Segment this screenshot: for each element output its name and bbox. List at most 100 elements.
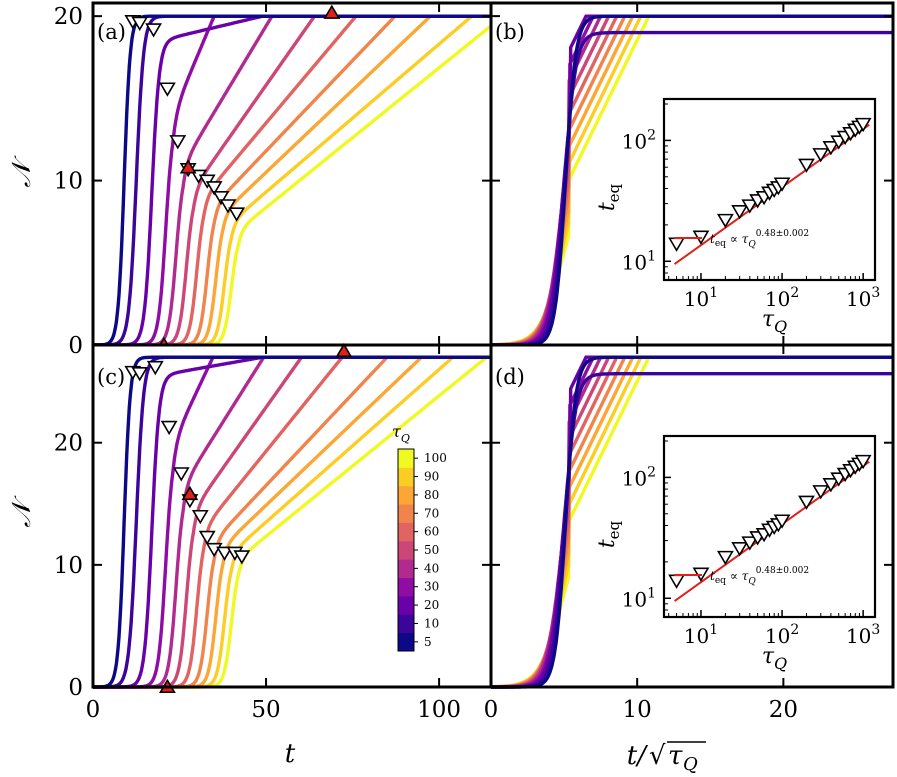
inset-xtick-label-1: 102 bbox=[765, 285, 799, 311]
panel-c-markers bbox=[124, 342, 353, 694]
inset-xlabel: τQ bbox=[762, 307, 787, 336]
marker-down-1 bbox=[131, 16, 149, 31]
curve-tau-5 bbox=[93, 14, 491, 347]
panel-b-curves bbox=[491, 14, 893, 347]
marker-down-8 bbox=[205, 181, 223, 196]
inset-point-13 bbox=[822, 478, 840, 493]
x-axis-label-right: t/ √ τ Q bbox=[627, 741, 706, 775]
inset-ylabel: teq bbox=[595, 520, 623, 548]
marker-down-11 bbox=[233, 550, 251, 565]
inset-xtick-label-2: 103 bbox=[846, 285, 880, 311]
colorbar-tick-label-0: 5 bbox=[424, 635, 432, 649]
marker-up-red-1 bbox=[179, 159, 197, 174]
inset-ytick-label-1: 102 bbox=[622, 127, 656, 153]
inset-point-13 bbox=[822, 141, 840, 156]
inset-legend-text: teq ∝ τQ0.48±0.002 bbox=[710, 229, 809, 250]
inset-xtick-label-1: 102 bbox=[765, 622, 799, 648]
ytick-label-0-2: 20 bbox=[54, 4, 83, 30]
inset-ytick-label-0: 101 bbox=[622, 585, 656, 611]
marker-down-3 bbox=[160, 420, 178, 436]
marker-up-red-0 bbox=[323, 4, 341, 19]
colorbar-segment-9 bbox=[398, 467, 414, 487]
ytick-label-1-2: 20 bbox=[54, 431, 83, 457]
xtick-label-right-2: 20 bbox=[769, 697, 798, 723]
panel-a-tag: (a) bbox=[97, 20, 126, 44]
colorbar-tick-label-2: 20 bbox=[424, 598, 439, 612]
colorbar: 5 10 20 30 40 50 60 70 80 90 100 τQ bbox=[392, 422, 447, 652]
colorbar-tick-label-9: 90 bbox=[424, 470, 439, 484]
inset-point-4 bbox=[741, 536, 759, 551]
colorbar-tick-label-6: 60 bbox=[424, 525, 439, 539]
y-axis-label-top: 𝒩 bbox=[7, 154, 37, 187]
colorbar-tick-label-1: 10 bbox=[424, 616, 439, 630]
marker-down-6 bbox=[191, 509, 209, 525]
panel-d-curves bbox=[491, 355, 893, 689]
xtick-label-right-0: 0 bbox=[484, 697, 499, 723]
colorbar-tick-label-7: 70 bbox=[424, 506, 439, 520]
xtick-label-left-2: 100 bbox=[417, 697, 461, 723]
marker-down-1 bbox=[131, 367, 149, 382]
ytick-label-1-1: 10 bbox=[54, 553, 83, 579]
xtick-label-left-0: 0 bbox=[86, 697, 101, 723]
colorbar-segment-5 bbox=[398, 540, 414, 560]
axes: 0 10 20 0 10 20 0 50 100 0 10 20 bbox=[54, 3, 893, 723]
inset-point-19 bbox=[854, 454, 872, 470]
inset-xtick-label-0: 101 bbox=[684, 622, 718, 648]
colorbar-segment-7 bbox=[398, 504, 414, 523]
marker-down-2 bbox=[145, 23, 162, 38]
marker-down-7 bbox=[198, 530, 216, 545]
panel-d-tag: (d) bbox=[495, 365, 525, 389]
inset-ytick-label-1: 102 bbox=[622, 464, 656, 490]
marker-down-2 bbox=[146, 360, 164, 376]
inset-point-10 bbox=[773, 514, 791, 529]
inset-point-10 bbox=[773, 177, 791, 192]
inset-point-3 bbox=[731, 205, 749, 220]
panel-c: (c) 5 10 20 30 40 50 60 70 80 90 100 τQ bbox=[91, 342, 493, 694]
x-axis-label-t: t/ bbox=[627, 741, 648, 771]
inset-point-12 bbox=[812, 485, 830, 500]
inset-xtick-label-2: 103 bbox=[846, 622, 880, 648]
ytick-label-1-0: 0 bbox=[68, 675, 83, 701]
inset-point-2 bbox=[716, 550, 734, 566]
marker-up-red-1 bbox=[181, 485, 199, 501]
colorbar-segment-1 bbox=[398, 614, 414, 634]
colorbar-tick-label-10: 100 bbox=[424, 451, 447, 465]
panel-d-frame bbox=[489, 343, 895, 689]
colorbar-segment-8 bbox=[398, 485, 414, 505]
colorbar-segment-3 bbox=[398, 577, 414, 597]
inset-point-11 bbox=[798, 495, 815, 510]
colorbar-segment-0 bbox=[398, 632, 414, 652]
colorbar-tick-label-4: 40 bbox=[424, 561, 439, 575]
curve-rescaled-1 bbox=[491, 30, 893, 347]
y-axis-label-bottom: 𝒩 bbox=[7, 494, 37, 527]
panel-b-tag: (b) bbox=[495, 20, 525, 44]
marker-down-9 bbox=[212, 190, 230, 206]
inset-legend-text: teq ∝ τQ0.48±0.002 bbox=[710, 566, 809, 587]
ytick-label-0-0: 0 bbox=[68, 333, 83, 359]
curve-rescaled-1 bbox=[491, 372, 893, 689]
marker-down-4 bbox=[169, 135, 187, 150]
panel-c-tag: (c) bbox=[97, 365, 125, 389]
x-axis-label-q: Q bbox=[683, 754, 698, 775]
inset-point-12 bbox=[812, 148, 830, 163]
curve-rescaled-0 bbox=[491, 14, 893, 347]
curve-tau-5 bbox=[93, 355, 491, 689]
inset-ytick-label-0: 101 bbox=[622, 248, 656, 274]
marker-up-red-0 bbox=[335, 342, 353, 358]
marker-down-11 bbox=[228, 207, 246, 222]
colorbar-segment-4 bbox=[398, 559, 414, 579]
colorbar-frame bbox=[397, 448, 415, 652]
inset-point-2 bbox=[716, 213, 734, 229]
marker-down-10 bbox=[219, 199, 237, 214]
panel-a: (a) bbox=[91, 1, 493, 352]
inset-ylabel: teq bbox=[595, 183, 623, 211]
colorbar-tick-label-8: 80 bbox=[424, 488, 439, 502]
colorbar-tick-label-5: 50 bbox=[424, 543, 439, 557]
x-axis-label-sqrt: √ bbox=[649, 741, 666, 771]
ytick-label-0-1: 10 bbox=[54, 169, 83, 195]
xtick-label-right-1: 10 bbox=[623, 697, 652, 723]
